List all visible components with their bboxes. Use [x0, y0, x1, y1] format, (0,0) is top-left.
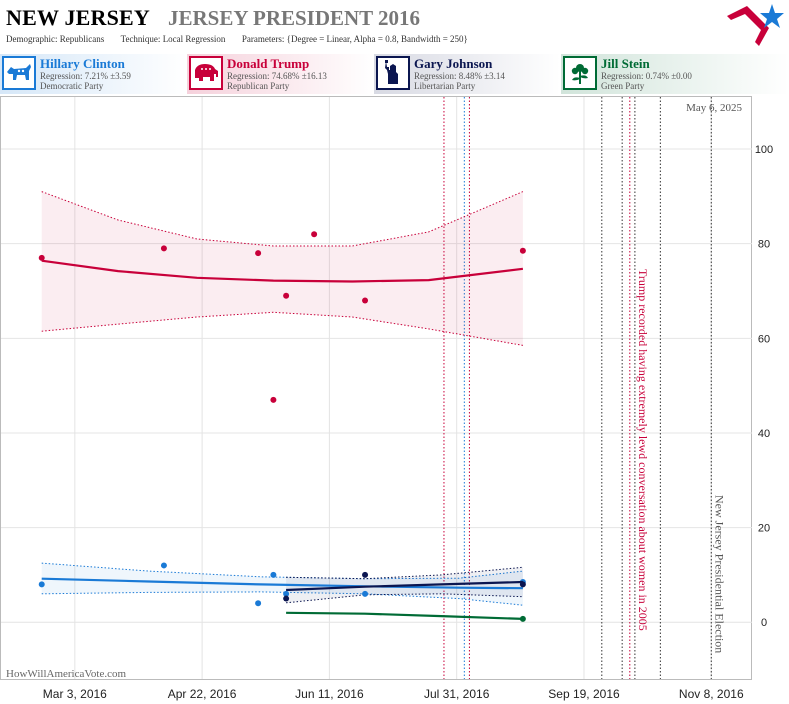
data-point-gary-johnson	[362, 571, 369, 578]
upper-bound-gary-johnson	[286, 566, 523, 580]
candidate-name: Donald Trump	[227, 56, 310, 71]
y-tick-label: 0	[761, 617, 767, 629]
lower-bound-hillary-clinton	[41, 591, 523, 606]
statue-of-liberty-icon	[376, 56, 410, 90]
data-point-donald-trump	[255, 250, 262, 257]
x-tick-label: Jun 11, 2016	[295, 687, 364, 701]
x-tick-label: Jul 31, 2016	[424, 687, 490, 701]
page-title: NEW JERSEY	[6, 5, 151, 30]
x-tick-label: Sep 19, 2016	[548, 687, 620, 701]
upper-bound-donald-trump	[41, 191, 524, 247]
candidate-party: Libertarian Party	[414, 81, 476, 91]
data-point-donald-trump	[270, 396, 277, 403]
demographic-label: Demographic:	[6, 34, 58, 44]
parameters-label: Parameters:	[241, 34, 285, 44]
candidate-name: Gary Johnson	[414, 56, 493, 71]
data-point-hillary-clinton	[38, 581, 45, 588]
flower-icon	[563, 56, 597, 90]
y-tick-label: 100	[755, 144, 773, 156]
watermark: HowWillAmericaVote.com	[6, 668, 126, 680]
candidate-party: Republican Party	[227, 81, 290, 91]
data-point-hillary-clinton	[160, 562, 167, 569]
race-title: JERSEY PRESIDENT 2016	[168, 6, 421, 30]
data-point-donald-trump	[38, 254, 45, 261]
candidate-party: Green Party	[601, 81, 645, 91]
data-point-hillary-clinton	[255, 600, 262, 607]
parameters-value: {Degree = Linear, Alpha = 0.8, Bandwidth…	[286, 34, 468, 44]
candidate-name: Jill Stein	[601, 56, 650, 71]
data-point-donald-trump	[283, 292, 290, 299]
y-tick-label: 60	[758, 333, 770, 345]
demographic-value: Republicans	[59, 34, 105, 44]
data-point-gary-johnson	[283, 595, 290, 602]
data-point-donald-trump	[519, 247, 526, 254]
data-point-hillary-clinton	[270, 571, 277, 578]
plot-area	[0, 96, 752, 680]
y-tick-label: 20	[758, 523, 770, 535]
lower-bound-gary-johnson	[286, 593, 523, 604]
parameters-line: Demographic: Republicans Technique: Loca…	[6, 34, 468, 44]
x-tick-label: Nov 8, 2016	[679, 687, 744, 701]
y-tick-label: 40	[758, 428, 770, 440]
data-point-donald-trump	[160, 245, 167, 252]
trend-line-hillary-clinton	[41, 577, 523, 590]
lower-bound-donald-trump	[41, 311, 523, 346]
technique-value: Local Regression	[162, 34, 226, 44]
candidate-legend: Hillary Clinton Regression: 7.21% ±3.59 …	[0, 54, 789, 94]
technique-label: Technique:	[120, 34, 161, 44]
candidate-party: Democratic Party	[40, 81, 104, 91]
trend-line-gary-johnson	[286, 580, 523, 592]
candidate-regression: Regression: 7.21% ±3.59	[40, 71, 131, 81]
candidate-regression: Regression: 0.74% ±0.00	[601, 71, 692, 81]
x-tick-label: Mar 3, 2016	[43, 687, 107, 701]
candidate-regression: Regression: 8.48% ±3.14	[414, 71, 505, 81]
trend-line-jill-stein	[286, 611, 523, 620]
candidate-card-stein[interactable]: Jill Stein Regression: 0.74% ±0.00 Green…	[561, 54, 789, 94]
candidate-card-johnson[interactable]: Gary Johnson Regression: 8.48% ±3.14 Lib…	[374, 54, 561, 94]
candidate-card-clinton[interactable]: Hillary Clinton Regression: 7.21% ±3.59 …	[0, 54, 187, 94]
data-point-hillary-clinton	[283, 590, 290, 597]
header: NEW JERSEY JERSEY PRESIDENT 2016 Demogra…	[0, 0, 789, 52]
data-point-jill-stein	[519, 615, 526, 622]
date-stamp: May 6, 2025	[686, 102, 742, 114]
elephant-icon	[189, 56, 223, 90]
candidate-card-trump[interactable]: Donald Trump Regression: 74.68% ±16.13 R…	[187, 54, 374, 94]
confidence-band-donald-trump	[41, 191, 523, 346]
event-annotation: New Jersey Presidential Election	[712, 495, 726, 653]
candidate-regression: Regression: 74.68% ±16.13	[227, 71, 327, 81]
data-point-gary-johnson	[519, 581, 526, 588]
y-tick-label: 80	[758, 239, 770, 251]
trend-line-donald-trump	[41, 259, 524, 283]
event-annotation: Trump recorded having extremely lewd con…	[636, 269, 650, 631]
candidate-name: Hillary Clinton	[40, 56, 125, 71]
data-point-hillary-clinton	[362, 590, 369, 597]
donkey-icon	[2, 56, 36, 90]
data-point-donald-trump	[311, 231, 318, 238]
data-point-donald-trump	[362, 297, 369, 304]
star-logo-icon[interactable]	[725, 2, 785, 48]
x-tick-label: Apr 22, 2016	[168, 687, 237, 701]
